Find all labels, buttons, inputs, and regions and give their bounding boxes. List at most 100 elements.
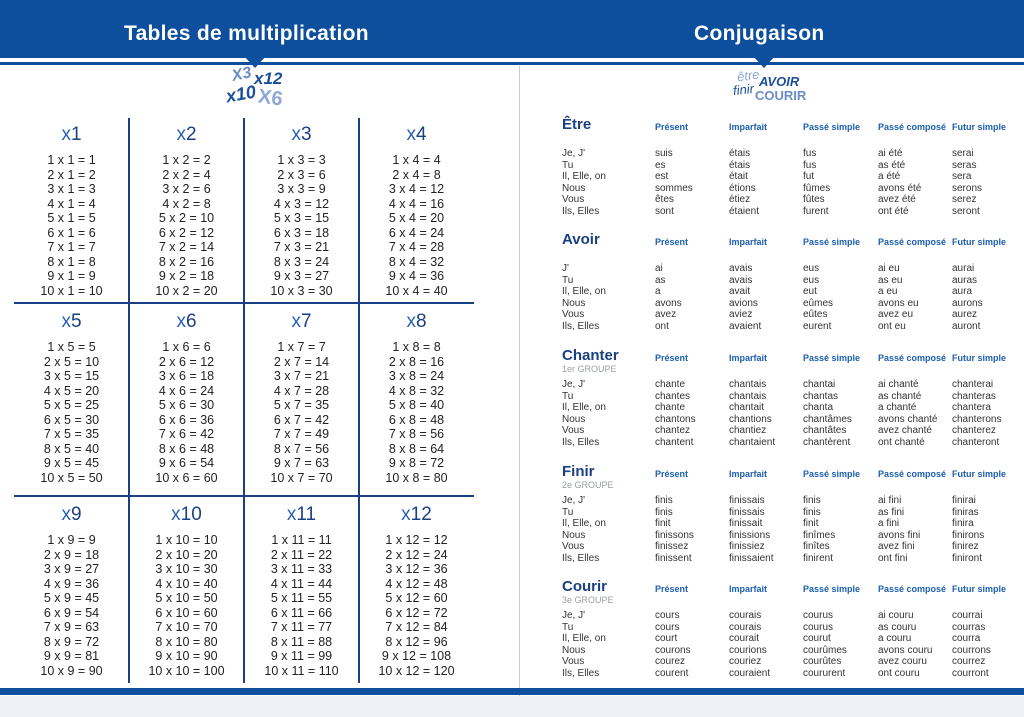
title-pointer-left <box>244 56 266 68</box>
passe-compose-column: ai chanté as chanté a chanté avons chanté av… <box>878 379 938 448</box>
tense-present: Présent <box>655 584 689 594</box>
table-title: x12 <box>401 504 432 525</box>
tense-imparfait: Imparfait <box>729 584 768 594</box>
tense-futur-simple: Futur simple <box>952 122 1007 132</box>
table-rows: 1 x 11 = 11 2 x 11 = 22 3 x 11 = 33 4 x 11 … <box>264 533 339 678</box>
futur-column: serai seras sera serons serez seront <box>952 148 983 217</box>
grid-vline <box>243 118 245 683</box>
tense-present: Présent <box>655 353 689 363</box>
verb-block-chanter: Chanter 1er GROUPE Présent Imparfait Pas… <box>562 347 1012 457</box>
verb-block-etre: Être Présent Imparfait Passé simple Pass… <box>562 116 1012 226</box>
passe-compose-column: ai couru as couru a couru avons couru avez c… <box>878 610 933 679</box>
passe-simple-column: eus eus eut eûmes eûtes eurent <box>803 263 834 332</box>
present-column: cours cours court courons courez courent <box>655 610 691 679</box>
tense-futur-simple: Futur simple <box>952 353 1007 363</box>
verb-block-avoir: Avoir Présent Imparfait Passé simple Pas… <box>562 231 1012 341</box>
tense-present: Présent <box>655 237 689 247</box>
tense-imparfait: Imparfait <box>729 122 768 132</box>
multiplication-title: Tables de multiplication <box>124 22 369 45</box>
verb-name: Chanter <box>562 347 619 364</box>
present-column: chante chantes chante chantons chantez chante… <box>655 379 696 448</box>
page-divider <box>519 66 520 717</box>
futur-column: courrai courras courra courrons courrez courr… <box>952 610 991 679</box>
verb-group: 1er GROUPE <box>562 364 617 374</box>
tense-passe-simple: Passé simple <box>803 353 861 363</box>
table-title: x8 <box>406 311 427 332</box>
tense-passe-simple: Passé simple <box>803 237 861 247</box>
verb-name: Finir <box>562 463 595 480</box>
imparfait-column: chantais chantais chantait chantions chantie… <box>729 379 776 448</box>
futur-column: aurai auras aura aurons aurez auront <box>952 263 983 332</box>
tense-passe-simple: Passé simple <box>803 469 861 479</box>
passe-compose-column: ai fini as fini a fini avons fini avez fini o… <box>878 495 921 564</box>
table-rows: 1 x 12 = 12 2 x 12 = 24 3 x 12 = 36 4 x 12 … <box>378 533 455 678</box>
footer-bar <box>0 688 1024 695</box>
table-title: x6 <box>176 311 197 332</box>
conjugation-title: Conjugaison <box>694 22 825 45</box>
title-pointer-right <box>753 56 775 68</box>
table-title: x4 <box>406 124 427 145</box>
tense-passe-compose: Passé composé <box>878 469 947 479</box>
deco-x10: x10 <box>224 81 258 107</box>
table-title: x5 <box>61 311 82 332</box>
verb-block-courir: Courir 3e GROUPE Présent Imparfait Passé… <box>562 578 1012 688</box>
imparfait-column: courais courais courait courions couriez cour… <box>729 610 771 679</box>
grid-vline <box>358 118 360 683</box>
imparfait-column: étais étais était étions étiez étaient <box>729 148 760 217</box>
tense-passe-simple: Passé simple <box>803 122 861 132</box>
futur-column: finirai finiras finira finirons finirez finir… <box>952 495 985 564</box>
table-title: x11 <box>286 504 317 525</box>
header-rule <box>0 62 1024 65</box>
tense-imparfait: Imparfait <box>729 237 768 247</box>
tense-imparfait: Imparfait <box>729 469 768 479</box>
verb-group: 2e GROUPE <box>562 480 614 490</box>
header-band <box>0 0 1024 58</box>
tense-futur-simple: Futur simple <box>952 584 1007 594</box>
passe-simple-column: chantai chantas chanta chantâmes chantâtes ch… <box>803 379 852 448</box>
deco-finir: finir <box>732 80 755 99</box>
passe-compose-column: ai été as été a été avons été avez été ont ét… <box>878 148 922 217</box>
pronoun-column: J' Tu Il, Elle, on Nous Vous Ils, Elles <box>562 263 606 332</box>
verbs-decoration: être AVOIR finir COURIR <box>732 66 806 110</box>
pronoun-column: Je, J' Tu Il, Elle, on Nous Vous Ils, Elles <box>562 379 606 448</box>
grid-vline <box>128 118 130 683</box>
table-title: x3 <box>291 124 312 145</box>
grid-hline <box>14 495 474 497</box>
deco-courir: COURIR <box>755 88 807 103</box>
tense-passe-compose: Passé composé <box>878 122 947 132</box>
passe-simple-column: fus fus fut fûmes fûtes furent <box>803 148 831 217</box>
tense-futur-simple: Futur simple <box>952 237 1007 247</box>
table-title: x10 <box>171 504 202 525</box>
tense-passe-compose: Passé composé <box>878 353 947 363</box>
deco-avoir: AVOIR <box>759 74 800 89</box>
passe-compose-column: ai eu as eu a eu avons eu avez eu ont eu <box>878 263 919 332</box>
footer-strip <box>0 696 1024 717</box>
verb-block-finir: Finir 2e GROUPE Présent Imparfait Passé … <box>562 463 1012 573</box>
deco-x6: X6 <box>256 85 284 111</box>
table-title: x2 <box>176 124 197 145</box>
pronoun-column: Je, J' Tu Il, Elle, on Nous Vous Ils, Elles <box>562 495 606 564</box>
present-column: suis es est sommes êtes sont <box>655 148 693 217</box>
verb-group: 3e GROUPE <box>562 595 614 605</box>
imparfait-column: avais avais avait avions aviez avaient <box>729 263 762 332</box>
pronoun-column: Je, J' Tu Il, Elle, on Nous Vous Ils, Elles <box>562 610 606 679</box>
verb-name: Avoir <box>562 231 600 248</box>
verb-name: Être <box>562 116 592 133</box>
tense-futur-simple: Futur simple <box>952 469 1007 479</box>
multiplication-signs-decoration: X3 x12 x10 X6 <box>224 64 296 112</box>
passe-simple-column: courus courus courut courûmes courûtes courur… <box>803 610 847 679</box>
table-title: x1 <box>61 124 82 145</box>
futur-column: chanterai chanteras chantera chanterons chan… <box>952 379 1002 448</box>
table-rows: 1 x 10 = 10 2 x 10 = 20 3 x 10 = 30 4 x 10 … <box>148 533 225 678</box>
table-title: x7 <box>291 311 312 332</box>
present-column: finis finis finit finissons finissez finissen… <box>655 495 694 564</box>
verb-name: Courir <box>562 578 607 595</box>
